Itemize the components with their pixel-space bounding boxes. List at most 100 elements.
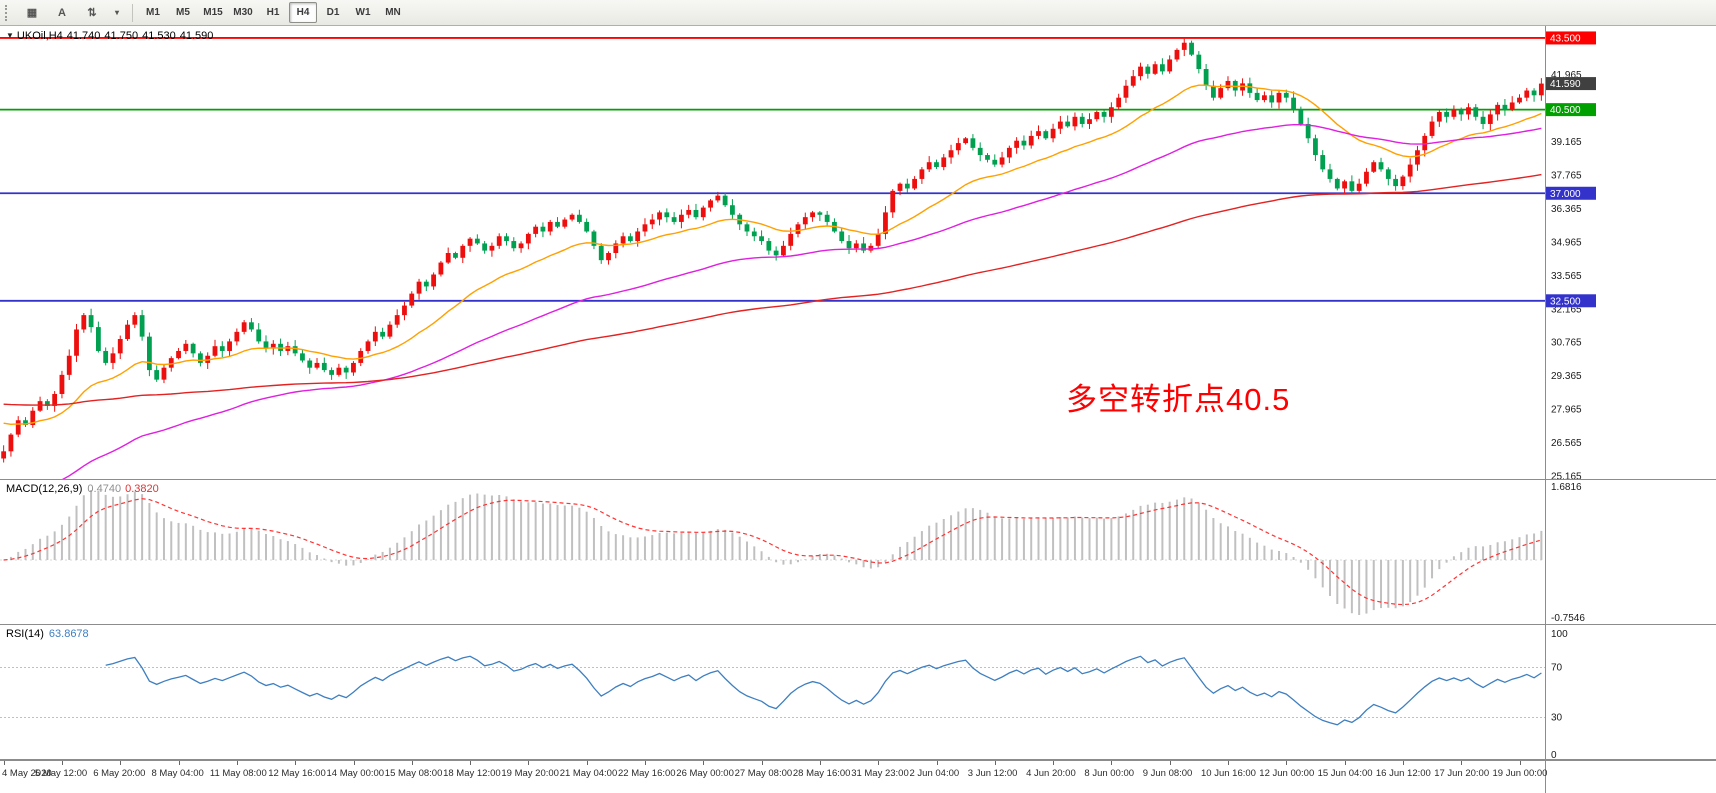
chart-window-icon[interactable]: ▦ xyxy=(26,7,38,19)
timeframe-button-m1[interactable]: M1 xyxy=(146,7,160,18)
time-label: 2 Jun 04:00 xyxy=(909,768,960,779)
time-tick xyxy=(645,761,646,765)
price-badge-37.000: 37.000 xyxy=(1546,186,1596,200)
time-tick xyxy=(528,761,530,765)
timeframe-button-h4[interactable]: H4 xyxy=(289,2,317,23)
time-label: 3 Jun 12:00 xyxy=(967,768,1018,779)
svg-text:41.590: 41.590 xyxy=(1550,79,1581,90)
quote-low: 41.530 xyxy=(142,30,176,42)
time-tick xyxy=(586,761,588,765)
time-label: 27 May 08:00 xyxy=(734,768,793,779)
time-tick xyxy=(236,761,238,765)
rsi-name: RSI(14) xyxy=(6,628,44,640)
time-tick xyxy=(936,761,938,765)
time-tick xyxy=(703,761,705,765)
time-label: 19 May 20:00 xyxy=(501,768,559,779)
rsi-line xyxy=(105,655,1542,726)
main-price-chart[interactable]: 41.965 39.165 37.765 36.365 34.965 33.565 32.1… xyxy=(0,26,1716,480)
macd-signal-line xyxy=(3,498,1542,606)
rsi-axis-100: 100 xyxy=(1551,629,1568,640)
chart-annotation-text[interactable]: 多空转折点40.5 xyxy=(1066,382,1291,417)
price-badge-40.500: 40.500 xyxy=(1546,103,1596,117)
time-tick xyxy=(3,761,5,765)
toolbar-separator xyxy=(132,3,133,22)
scale-corner-divider xyxy=(1545,761,1546,793)
rsi-indicator-label: RSI(14) 63.8678 xyxy=(6,628,89,640)
timeframe-button-h1[interactable]: H1 xyxy=(266,7,280,18)
ma-fast-orange xyxy=(3,84,1542,426)
time-tick xyxy=(1169,761,1171,765)
time-label: 26 May 00:00 xyxy=(676,768,734,779)
time-axis[interactable]: 4 May 2020 5 May 12:00 6 May 20:00 8 May 04… xyxy=(0,760,1716,793)
time-label: 8 May 04:00 xyxy=(151,768,204,779)
timeframe-button-w1[interactable]: W1 xyxy=(355,7,371,18)
quote-close: 41.590 xyxy=(179,30,214,42)
time-tick xyxy=(120,761,122,765)
time-tick xyxy=(878,761,880,765)
macd-axis-min: -0.7546 xyxy=(1551,613,1585,624)
price-tick: 30.765 xyxy=(1551,338,1582,349)
time-tick xyxy=(1402,761,1404,765)
time-tick xyxy=(1053,761,1055,765)
price-tick: 37.765 xyxy=(1551,170,1582,181)
quote-line: ▼ UKOil,H4 41.740 41.750 41.530 41.590 xyxy=(6,30,217,42)
timeframe-button-m5[interactable]: M5 xyxy=(176,7,190,18)
time-tick xyxy=(178,761,180,765)
timeframe-button-mn[interactable]: MN xyxy=(385,7,401,18)
time-label: 22 May 16:00 xyxy=(618,768,676,779)
timeframe-button-m30[interactable]: M30 xyxy=(233,7,253,18)
time-label: 8 Jun 00:00 xyxy=(1084,768,1135,779)
one-click-trading-arrow-icon[interactable]: ▼ xyxy=(6,31,14,40)
time-tick xyxy=(1344,761,1346,765)
text-annotation-icon[interactable]: A xyxy=(58,6,66,19)
time-label: 15 May 08:00 xyxy=(384,768,443,779)
quote-open: 41.740 xyxy=(66,30,101,42)
price-tick: 25.165 xyxy=(1551,472,1582,480)
rsi-panel[interactable]: 100 70 30 0 xyxy=(0,625,1716,760)
time-label: 28 May 16:00 xyxy=(792,768,851,779)
indicator-tool-icon[interactable]: ⇅ xyxy=(87,7,97,19)
svg-text:37.000: 37.000 xyxy=(1550,189,1581,200)
macd-main-value: 0.4740 xyxy=(87,483,122,495)
time-tick xyxy=(1111,761,1113,765)
timeframe-button-m15[interactable]: M15 xyxy=(203,7,223,18)
macd-indicator-label: MACD(12,26,9) 0.4740 0.3820 xyxy=(6,483,159,495)
macd-axis-max: 1.6816 xyxy=(1551,482,1582,493)
toolbar-grip-handle[interactable] xyxy=(5,4,12,21)
chart-area[interactable]: 41.965 39.165 37.765 36.365 34.965 33.565 32.1… xyxy=(0,26,1716,793)
time-tick xyxy=(470,761,472,765)
time-tick xyxy=(1519,761,1521,765)
price-badge-32.500: 32.500 xyxy=(1546,294,1596,308)
rsi-axis-70: 70 xyxy=(1551,663,1563,674)
tools-dropdown-caret-icon[interactable]: ▾ xyxy=(114,8,119,17)
timeframe-button-group: M1 M5 M15 M30 H1 H4 D1 W1 MN xyxy=(138,2,408,23)
price-tick: 27.965 xyxy=(1551,405,1582,416)
time-tick xyxy=(1461,761,1463,765)
time-tick xyxy=(295,761,297,765)
time-label: 10 Jun 16:00 xyxy=(1201,768,1256,779)
time-label: 4 May 2020 xyxy=(2,768,52,779)
timeframe-button-d1[interactable]: D1 xyxy=(326,7,340,18)
price-tick: 32.165 xyxy=(1551,304,1582,315)
top-toolbar: ▦ A ⇅ ▾ M1 M5 M15 M30 H1 H4 D1 W1 MN xyxy=(0,0,1716,26)
rsi-axis-0: 0 xyxy=(1551,750,1557,760)
macd-panel[interactable]: 1.6816 -0.7546 xyxy=(0,480,1716,625)
time-tick xyxy=(761,761,763,765)
time-tick xyxy=(353,761,355,765)
price-tick: 26.565 xyxy=(1551,438,1582,449)
price-badge-43.500: 43.500 xyxy=(1546,31,1596,45)
time-label: 4 Jun 20:00 xyxy=(1026,768,1076,779)
symbol-timeframe-label: UKOil,H4 xyxy=(16,30,63,42)
time-tick xyxy=(61,761,63,765)
ma-slow-red xyxy=(3,173,1542,406)
price-badge-41.590: 41.590 xyxy=(1546,77,1596,91)
time-label: 9 Jun 08:00 xyxy=(1142,768,1193,779)
time-label: 19 Jun 00:00 xyxy=(1492,768,1548,779)
time-label: 15 Jun 04:00 xyxy=(1317,768,1373,779)
quote-high: 41.750 xyxy=(104,30,139,42)
price-tick: 34.965 xyxy=(1551,237,1582,248)
price-tick: 29.365 xyxy=(1551,371,1582,382)
time-label: 5 May 12:00 xyxy=(34,768,88,779)
price-tick: 33.565 xyxy=(1551,271,1582,282)
time-label: 6 May 20:00 xyxy=(93,768,146,779)
